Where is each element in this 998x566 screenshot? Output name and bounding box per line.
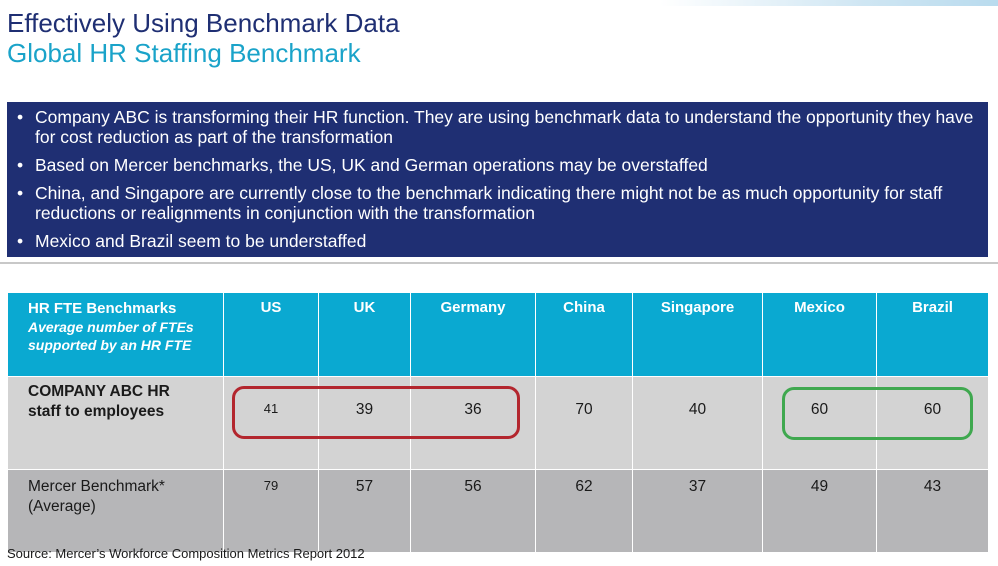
- cell-benchmark-germany: 56: [410, 469, 536, 553]
- table-header-row: HR FTE Benchmarks Average number of FTEs…: [7, 292, 989, 377]
- column-header-china: China: [535, 292, 633, 377]
- column-header-singapore: Singapore: [632, 292, 763, 377]
- column-header-mexico: Mexico: [762, 292, 877, 377]
- header-title: HR FTE Benchmarks: [28, 300, 177, 317]
- cell-company-mexico: 60: [762, 376, 877, 470]
- cell-benchmark-brazil: 43: [876, 469, 989, 553]
- row-label-company: COMPANY ABC HR staff to employees: [7, 376, 224, 470]
- cell-benchmark-uk: 57: [318, 469, 411, 553]
- cell-benchmark-china: 62: [535, 469, 633, 553]
- table-row-benchmark: Mercer Benchmark* (Average) 79 57 56 62 …: [7, 469, 989, 553]
- understaffed-highlight: [782, 387, 973, 440]
- row-label-benchmark: Mercer Benchmark* (Average): [7, 469, 224, 553]
- section-divider: [0, 262, 998, 264]
- summary-bullet: Company ABC is transforming their HR fun…: [17, 107, 978, 147]
- benchmark-table: HR FTE Benchmarks Average number of FTEs…: [7, 292, 989, 553]
- summary-bullet: China, and Singapore are currently close…: [17, 183, 978, 223]
- cell-company-uk: 39: [318, 376, 411, 470]
- cell-company-singapore: 40: [632, 376, 763, 470]
- source-note: Source: Mercer’s Workforce Composition M…: [7, 546, 365, 561]
- page-title: Effectively Using Benchmark Data: [7, 8, 400, 38]
- cell-company-germany: 36: [410, 376, 536, 470]
- table-row-company: COMPANY ABC HR staff to employees 41 39 …: [7, 376, 989, 470]
- cell-company-us: 41: [223, 376, 319, 470]
- column-header-germany: Germany: [410, 292, 536, 377]
- cell-benchmark-mexico: 49: [762, 469, 877, 553]
- summary-box: Company ABC is transforming their HR fun…: [7, 102, 988, 257]
- column-header-us: US: [223, 292, 319, 377]
- cell-company-china: 70: [535, 376, 633, 470]
- column-header-brazil: Brazil: [876, 292, 989, 377]
- header-subtitle: Average number of FTEs supported by an H…: [28, 319, 194, 353]
- column-header-uk: UK: [318, 292, 411, 377]
- overstaffed-highlight: [232, 386, 520, 439]
- decorative-top-line: [660, 0, 998, 6]
- summary-bullet: Mexico and Brazil seem to be understaffe…: [17, 231, 978, 251]
- summary-bullet: Based on Mercer benchmarks, the US, UK a…: [17, 155, 978, 175]
- summary-bullet-list: Company ABC is transforming their HR fun…: [17, 107, 978, 251]
- header-cell-benchmarks: HR FTE Benchmarks Average number of FTEs…: [7, 292, 224, 377]
- cell-benchmark-singapore: 37: [632, 469, 763, 553]
- cell-benchmark-us: 79: [223, 469, 319, 553]
- page-subtitle: Global HR Staffing Benchmark: [7, 38, 361, 68]
